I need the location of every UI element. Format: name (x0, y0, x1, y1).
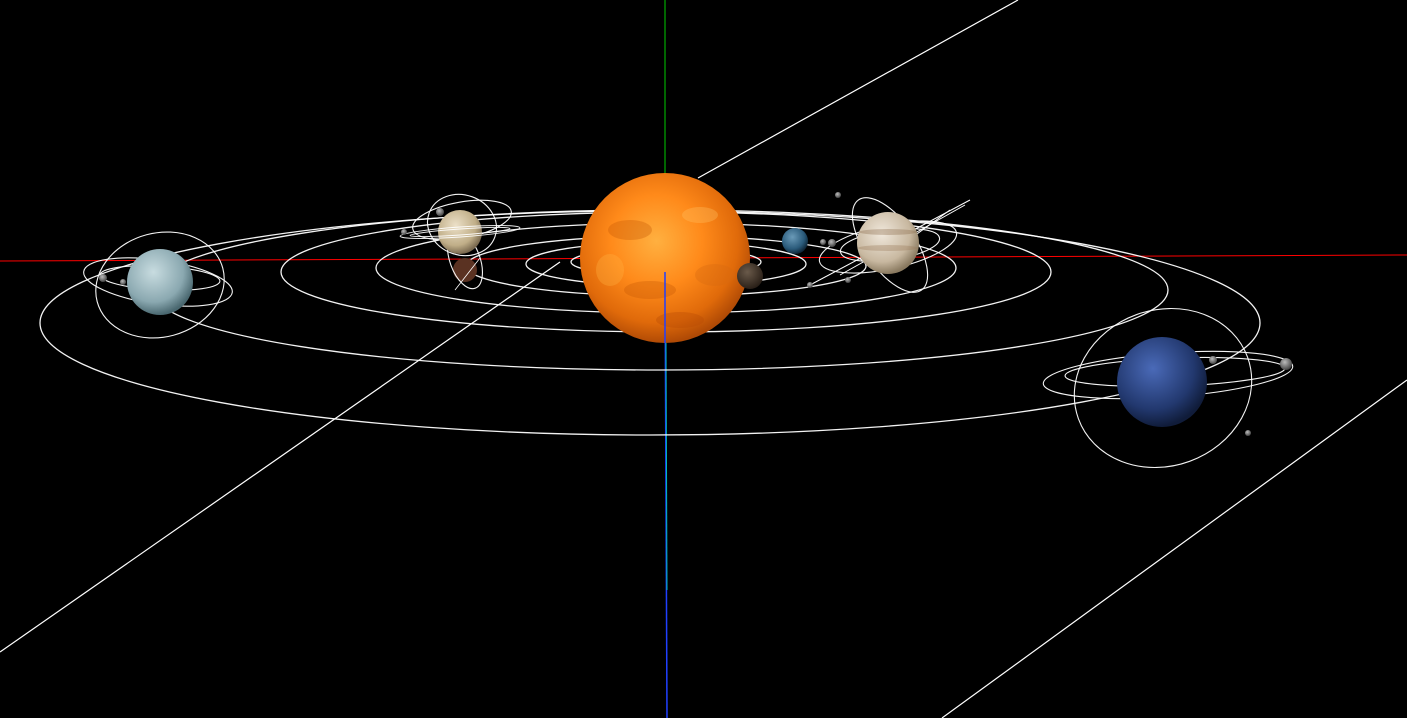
uranus[interactable] (81, 218, 237, 352)
jupiter[interactable] (807, 186, 971, 305)
jupiter-moon-icon (828, 239, 836, 247)
neptune-moon-icon (1245, 430, 1251, 436)
earth-icon[interactable] (782, 228, 808, 254)
neptune-moon-icon (1209, 356, 1217, 364)
neptune-icon[interactable] (1117, 337, 1207, 427)
distant-orbit-line-bottom-right (941, 379, 1407, 718)
y-axis-lower-line (665, 339, 668, 591)
mercury-icon[interactable] (737, 263, 763, 289)
z-axis-line (664, 271, 668, 718)
mars[interactable] (453, 257, 481, 291)
distant-orbit-line-top (697, 0, 1019, 179)
earth-moon-icon (820, 239, 826, 245)
jupiter-moon-icon (835, 192, 841, 198)
sun[interactable] (580, 173, 750, 343)
neptune[interactable] (1042, 284, 1294, 492)
neptune-moon-icon (1280, 358, 1292, 370)
mars-icon[interactable] (453, 258, 477, 282)
saturn-icon[interactable] (438, 210, 482, 254)
saturn-moon-icon (436, 208, 444, 216)
mercury[interactable] (737, 263, 763, 289)
saturn-ring (399, 224, 521, 240)
jupiter-icon[interactable] (857, 212, 919, 274)
jupiter-moon-icon (807, 282, 813, 288)
saturn[interactable] (399, 185, 521, 293)
saturn-moon-icon (401, 229, 407, 235)
sun-surface-texture (596, 207, 735, 328)
uranus-icon[interactable] (127, 249, 193, 315)
sun-icon[interactable] (580, 173, 750, 343)
distant-orbit-line-left (0, 261, 561, 653)
jupiter-moon-icon (845, 277, 851, 283)
earth[interactable] (782, 228, 826, 254)
uranus-moon-icon (99, 274, 107, 282)
uranus-moon-icon (120, 279, 126, 285)
